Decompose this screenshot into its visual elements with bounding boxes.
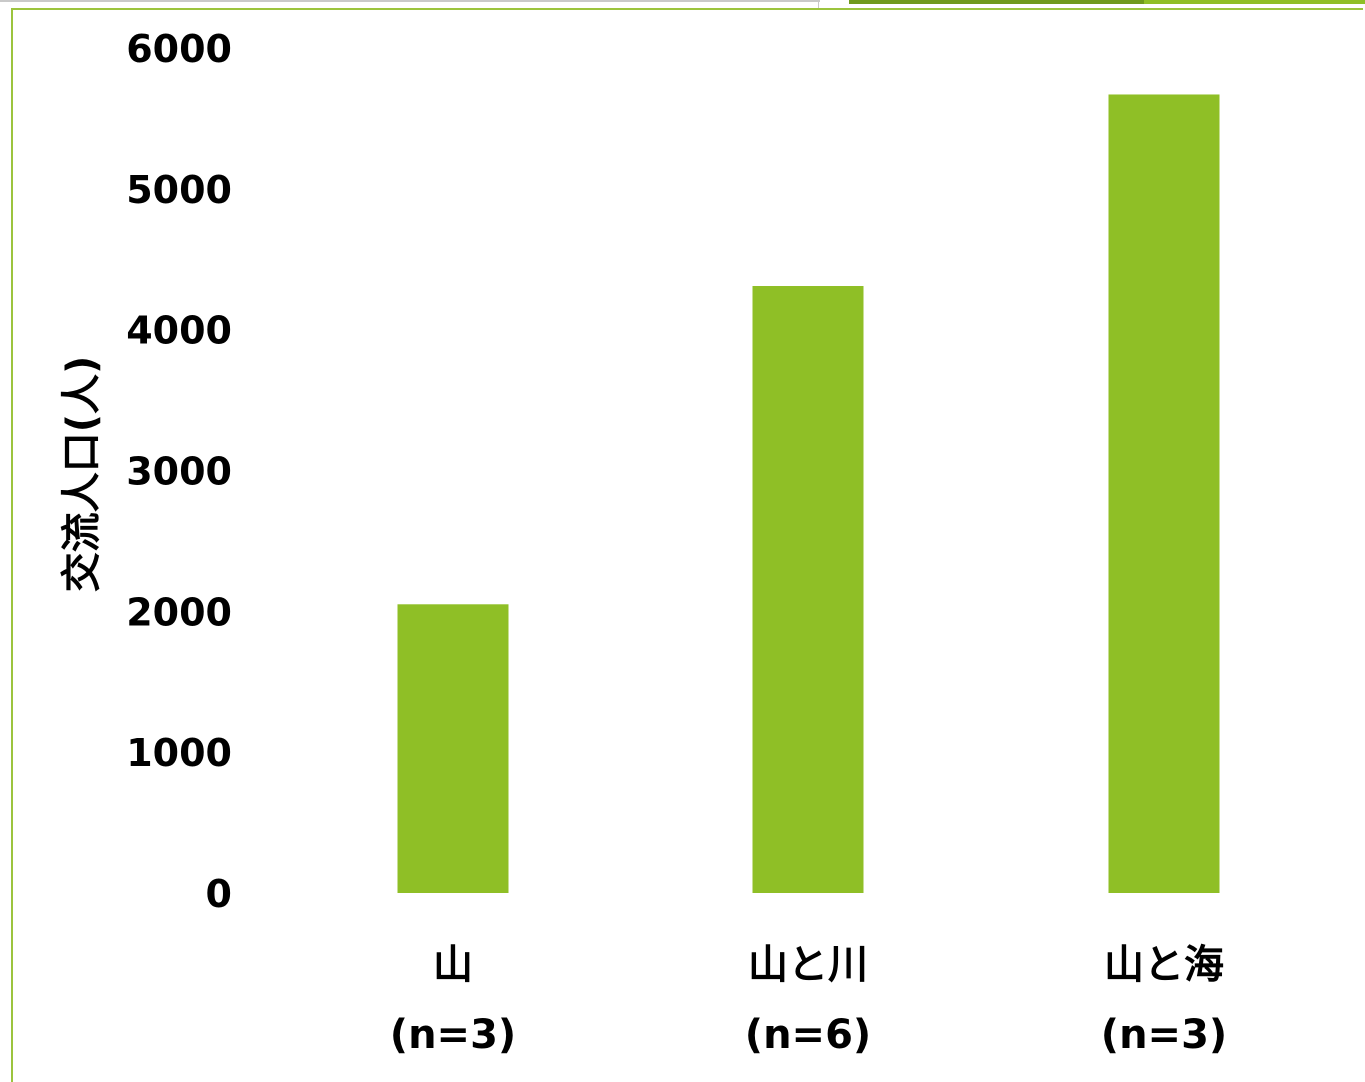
y-tick-label: 0 [206, 872, 232, 916]
bar [1108, 94, 1220, 894]
y-tick-label: 3000 [126, 450, 232, 494]
x-axis-labels: 山 (n=3) 山と川 (n=6) 山と海 (n=3) [390, 942, 1227, 1058]
category-label: 山と川 [748, 942, 868, 988]
bar [397, 604, 509, 893]
top-decor-line [0, 0, 820, 2]
category-sample-size: (n=3) [1101, 1012, 1227, 1058]
y-tick-label: 1000 [126, 731, 232, 775]
y-tick-label: 4000 [126, 309, 232, 353]
category-label: 山と海 [1104, 942, 1224, 988]
y-tick-label: 2000 [126, 590, 232, 634]
y-tick-label: 6000 [126, 27, 232, 71]
chart-frame [11, 8, 1363, 1082]
bar [752, 286, 864, 894]
y-tick-label: 5000 [126, 168, 232, 212]
category-label: 山 [433, 942, 473, 988]
top-decor-tick [818, 0, 819, 9]
top-accent-bar-dark [849, 0, 1144, 4]
category-sample-size: (n=6) [745, 1012, 871, 1058]
y-axis-title: 交流人口(人) [59, 356, 105, 593]
category-sample-size: (n=3) [390, 1012, 516, 1058]
y-axis-ticks: 0 1000 2000 3000 4000 5000 6000 [126, 27, 232, 916]
bars [397, 94, 1220, 894]
